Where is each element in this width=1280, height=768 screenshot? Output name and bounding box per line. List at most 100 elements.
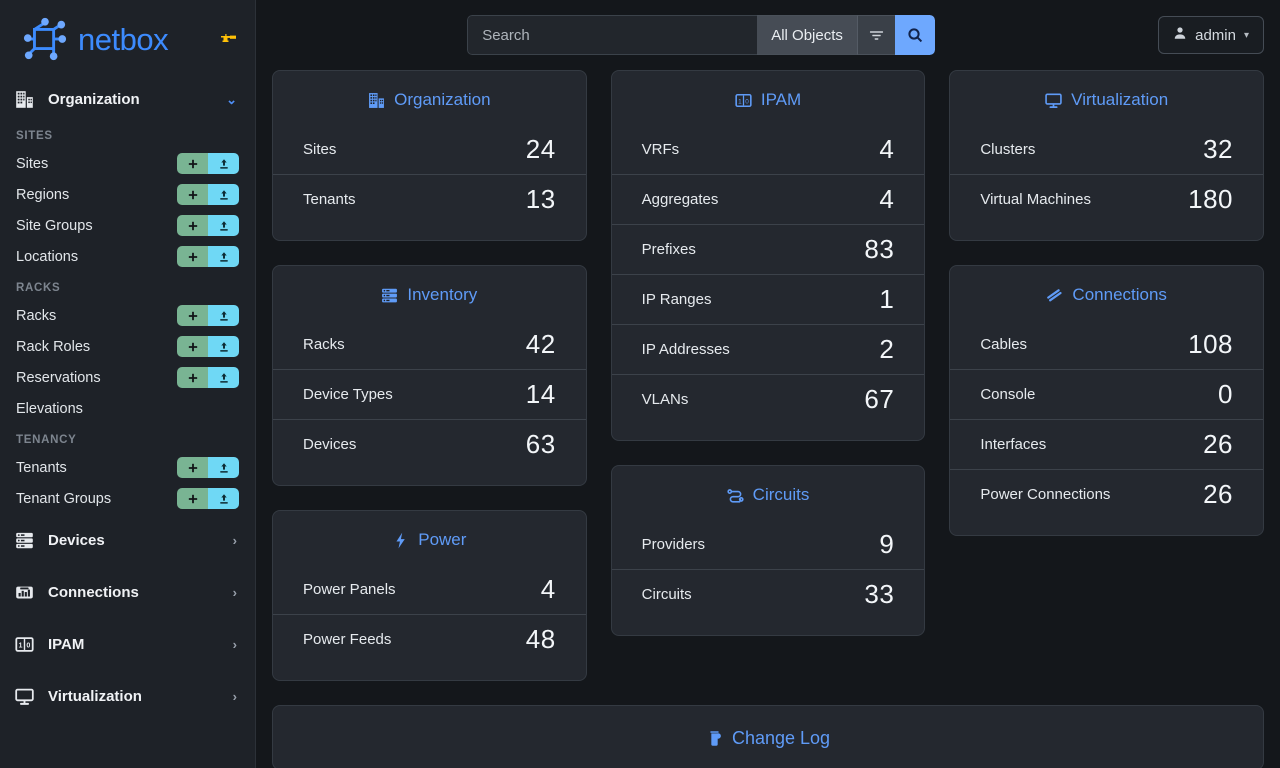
- import-button[interactable]: [208, 367, 239, 388]
- card-title[interactable]: 1 0 IPAM: [612, 81, 925, 124]
- stat-row[interactable]: Device Types 14: [273, 369, 586, 419]
- import-button[interactable]: [208, 215, 239, 236]
- changelog-title[interactable]: Change Log: [273, 728, 1263, 749]
- stat-row[interactable]: Tenants 13: [273, 174, 586, 224]
- add-button[interactable]: [177, 367, 208, 388]
- stat-row[interactable]: IP Addresses 2: [611, 324, 925, 374]
- dashboard-column: 1 0 IPAM VRFs 4 Aggregates 4 Prefixes 83 IP Range…: [610, 70, 926, 636]
- sidebar-item-sites[interactable]: Sites: [0, 148, 255, 179]
- sidebar-group-ipam[interactable]: 1 0 IPAM ›: [0, 618, 255, 670]
- sidebar-item-label: Site Groups: [16, 217, 93, 234]
- stat-row[interactable]: Power Panels 4: [273, 564, 586, 614]
- brand-header[interactable]: netbox: [0, 0, 255, 78]
- import-button[interactable]: [208, 488, 239, 509]
- stat-row[interactable]: Virtual Machines 180: [950, 174, 1264, 224]
- stat-label: VRFs: [641, 140, 680, 158]
- building-icon: [368, 92, 385, 109]
- add-button[interactable]: [177, 215, 208, 236]
- stat-row[interactable]: VRFs 4: [612, 124, 925, 174]
- stat-row[interactable]: Console 0: [950, 369, 1264, 419]
- sidebar-item-tenant-groups[interactable]: Tenant Groups: [0, 483, 255, 514]
- stat-row[interactable]: IP Ranges 1: [611, 274, 925, 324]
- sidebar-item-regions[interactable]: Regions: [0, 179, 255, 210]
- stat-row[interactable]: Providers 9: [612, 519, 925, 569]
- stat-row[interactable]: Circuits 33: [611, 569, 925, 619]
- sidebar-section-label: RACKS: [16, 282, 61, 294]
- card-title[interactable]: Organization: [273, 81, 586, 124]
- sidebar-item-elevations[interactable]: Elevations: [0, 393, 255, 424]
- stat-label: Power Panels: [303, 580, 396, 598]
- stat-label: Interfaces: [980, 436, 1047, 453]
- add-button[interactable]: [177, 305, 208, 326]
- add-button[interactable]: [177, 336, 208, 357]
- stat-row[interactable]: Devices 63: [273, 419, 586, 469]
- add-button[interactable]: [177, 184, 208, 205]
- stat-row[interactable]: Cables 108: [950, 319, 1263, 369]
- stat-row[interactable]: Prefixes 83: [611, 224, 925, 274]
- stat-row[interactable]: Clusters 32: [950, 124, 1263, 174]
- sidebar-item-actions: [177, 367, 239, 388]
- stat-row[interactable]: Interfaces 26: [950, 419, 1264, 469]
- chevron-right-icon: ›: [232, 532, 237, 548]
- sidebar-item-actions: [177, 215, 239, 236]
- add-button[interactable]: [177, 153, 208, 174]
- card-title[interactable]: Virtualization: [950, 81, 1263, 124]
- sidebar-item-tenants[interactable]: Tenants: [0, 452, 255, 483]
- user-menu-button[interactable]: admin ▾: [1158, 16, 1264, 54]
- add-button[interactable]: [177, 488, 208, 509]
- sidebar-item-label: Tenant Groups: [16, 490, 112, 507]
- sidebar-item-actions: [177, 153, 239, 174]
- stat-row[interactable]: Racks 42: [273, 319, 586, 369]
- circuits-icon: [727, 487, 744, 504]
- sidebar-group-devices[interactable]: Devices ›: [0, 514, 255, 566]
- sidebar-group-virtualization[interactable]: Virtualization ›: [0, 670, 255, 722]
- import-button[interactable]: [208, 457, 239, 478]
- stat-value: 2: [879, 334, 895, 364]
- import-button[interactable]: [208, 336, 239, 357]
- sidebar: netbox Organization ⌄ SITES Sites Regions Sit…: [0, 0, 256, 768]
- sidebar-item-site-groups[interactable]: Site Groups: [0, 210, 255, 241]
- user-menu-label: admin: [1195, 26, 1236, 44]
- stat-label: Cables: [980, 335, 1028, 353]
- card-title[interactable]: Circuits: [612, 476, 925, 519]
- sidebar-item-label: Racks: [16, 307, 57, 324]
- stat-row[interactable]: Power Connections 26: [950, 469, 1264, 519]
- import-button[interactable]: [208, 153, 239, 174]
- stat-row[interactable]: Aggregates 4: [611, 174, 925, 224]
- sidebar-group-label: Virtualization: [48, 687, 142, 705]
- card-virtualization: Virtualization Clusters 32 Virtual Machines…: [949, 70, 1265, 241]
- dashboard-column: Virtualization Clusters 32 Virtual Machines…: [949, 70, 1265, 536]
- add-button[interactable]: [177, 457, 208, 478]
- stat-value: 1: [879, 284, 895, 314]
- sidebar-group-organization[interactable]: Organization ⌄: [0, 78, 255, 120]
- card-title[interactable]: Connections: [950, 276, 1263, 319]
- sidebar-item-reservations[interactable]: Reservations: [0, 362, 255, 393]
- filter-icon[interactable]: [856, 15, 895, 55]
- sidebar-item-rack-roles[interactable]: Rack Roles: [0, 331, 255, 362]
- search-scope-selector[interactable]: All Objects: [757, 15, 857, 55]
- import-button[interactable]: [208, 246, 239, 267]
- sidebar-item-racks[interactable]: Racks: [0, 300, 255, 331]
- sidebar-section-label: SITES: [16, 130, 53, 142]
- add-button[interactable]: [177, 246, 208, 267]
- search-input[interactable]: [467, 15, 758, 55]
- sidebar-group-connections[interactable]: Connections ›: [0, 566, 255, 618]
- stat-row[interactable]: Sites 24: [273, 124, 586, 174]
- sidebar-item-locations[interactable]: Locations: [0, 241, 255, 272]
- card-title-label: Circuits: [752, 485, 810, 504]
- sidebar-item-actions: [177, 457, 239, 478]
- chevron-right-icon: ›: [232, 688, 237, 704]
- pin-icon[interactable]: [221, 30, 239, 48]
- stat-label: Sites: [303, 140, 337, 158]
- import-button[interactable]: [208, 184, 239, 205]
- stat-label: Aggregates: [641, 191, 719, 208]
- search-submit-button[interactable]: [894, 15, 935, 55]
- card-title[interactable]: Power: [273, 521, 586, 564]
- chevron-right-icon: ›: [232, 636, 237, 652]
- stat-row[interactable]: VLANs 67: [611, 374, 925, 424]
- stat-label: Virtual Machines: [980, 191, 1091, 208]
- card-title[interactable]: Inventory: [273, 276, 586, 319]
- stat-row[interactable]: Power Feeds 48: [273, 614, 586, 664]
- changelog-card: Change Log: [272, 705, 1264, 768]
- import-button[interactable]: [208, 305, 239, 326]
